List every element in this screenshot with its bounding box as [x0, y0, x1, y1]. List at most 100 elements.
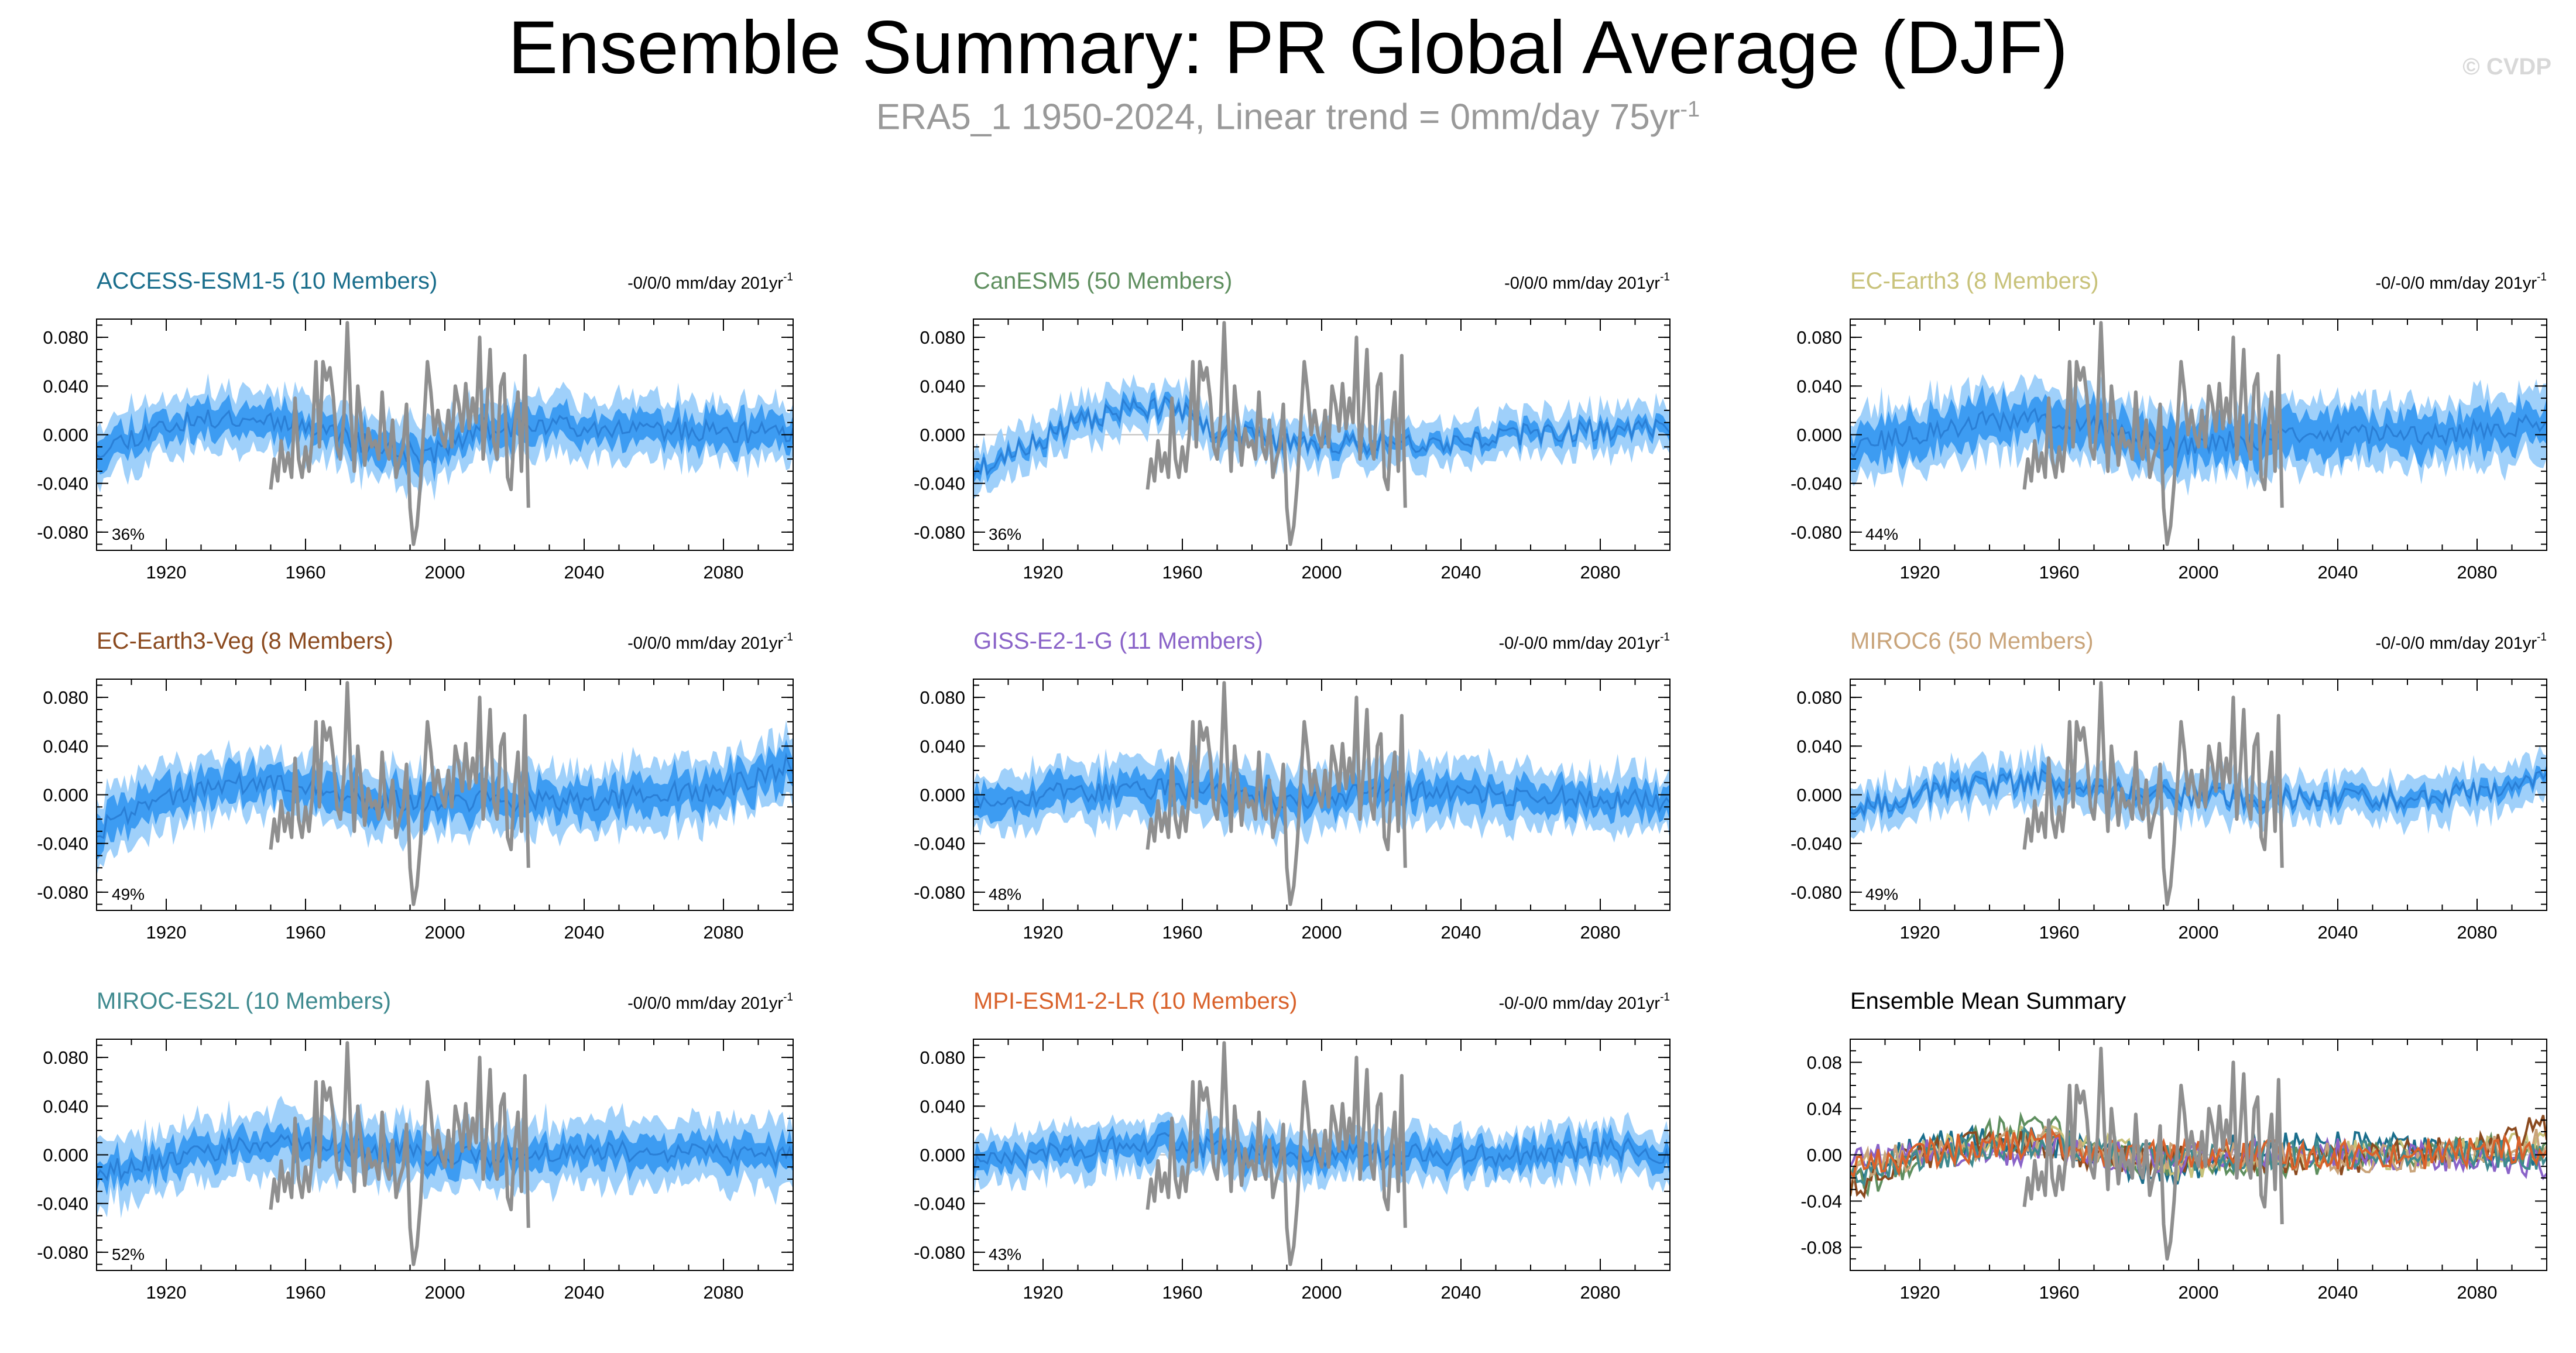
- panel-access-esm1-5-10-members: ACCESS-ESM1-5 (10 Members) -0/0/0 mm/day …: [37, 268, 794, 583]
- x-tick-label: 2040: [2318, 562, 2358, 583]
- y-tick-label: 0.04: [1807, 1099, 1842, 1119]
- observations-line: [269, 1041, 530, 1266]
- x-tick-label: 2080: [704, 1282, 744, 1303]
- panel-title: ACCESS-ESM1-5 (10 Members): [97, 268, 437, 294]
- observations-line: [2022, 681, 2284, 906]
- observations-line: [2022, 1046, 2284, 1261]
- x-tick-label: 1920: [1023, 922, 1064, 943]
- y-tick-label: 0.080: [1796, 327, 1842, 348]
- observations-line: [1145, 1041, 1407, 1266]
- plot-area: [973, 321, 1670, 546]
- trend-label: -0/0/0 mm/day 201yr-1: [1504, 271, 1670, 293]
- y-tick-label: -0.040: [914, 834, 965, 854]
- y-tick-label: 0.080: [920, 687, 965, 708]
- y-tick-label: 0.000: [43, 425, 88, 446]
- y-tick-label: 0.080: [1796, 687, 1842, 708]
- percent-label: 48%: [989, 885, 1021, 903]
- y-tick-label: 0.080: [920, 327, 965, 348]
- trend-exponent: -1: [1660, 271, 1670, 283]
- trend-label: -0/0/0 mm/day 201yr-1: [627, 991, 793, 1013]
- x-tick-label: 2080: [1580, 1282, 1621, 1303]
- x-tick-label: 1920: [146, 922, 187, 943]
- y-tick-label: 0.040: [920, 736, 965, 756]
- trend-exponent: -1: [783, 631, 793, 643]
- x-tick-label: 2000: [1302, 562, 1342, 583]
- x-tick-label: 2040: [2318, 1282, 2358, 1303]
- y-tick-label: -0.080: [1790, 882, 1842, 903]
- panel-miroc6-50-members: MIROC6 (50 Members) -0/-0/0 mm/day 201yr-…: [1790, 628, 2547, 943]
- panel-title: CanESM5 (50 Members): [973, 268, 1232, 294]
- y-tick-label: -0.040: [914, 474, 965, 494]
- trend-text: -0/0/0 mm/day 201yr: [1504, 274, 1660, 293]
- x-tick-label: 1960: [1162, 922, 1203, 943]
- y-tick-label: 0.080: [43, 687, 88, 708]
- x-tick-label: 2000: [2179, 1282, 2219, 1303]
- y-tick-label: 0.040: [1796, 376, 1842, 396]
- figure-title: Ensemble Summary: PR Global Average (DJF…: [507, 6, 2069, 90]
- x-tick-label: 2000: [425, 562, 465, 583]
- x-tick-label: 2080: [704, 562, 744, 583]
- trend-label: -0/0/0 mm/day 201yr-1: [627, 631, 793, 653]
- observations-line: [1145, 321, 1407, 546]
- x-tick-label: 2040: [1441, 1282, 1481, 1303]
- x-tick-label: 1960: [1162, 1282, 1203, 1303]
- x-tick-label: 2080: [2457, 562, 2498, 583]
- y-tick-label: 0.080: [43, 327, 88, 348]
- x-tick-label: 1960: [286, 562, 326, 583]
- y-tick-label: -0.080: [1790, 522, 1842, 543]
- x-tick-label: 2000: [1302, 922, 1342, 943]
- trend-text: -0/0/0 mm/day 201yr: [627, 274, 783, 293]
- x-tick-label: 2040: [2318, 922, 2358, 943]
- panel-title: EC-Earth3 (8 Members): [1850, 268, 2099, 294]
- panel-title: GISS-E2-1-G (11 Members): [973, 628, 1263, 654]
- percent-label: 52%: [112, 1245, 145, 1263]
- y-tick-label: 0.000: [920, 1145, 965, 1166]
- panel-mpi-esm1-2-lr-10-members: MPI-ESM1-2-LR (10 Members) -0/-0/0 mm/day…: [914, 988, 1671, 1303]
- x-tick-label: 2000: [2179, 922, 2219, 943]
- y-tick-label: -0.080: [914, 522, 965, 543]
- x-tick-label: 2080: [2457, 922, 2498, 943]
- y-tick-label: -0.080: [914, 1242, 965, 1263]
- cvdp-watermark: © CVDP: [2462, 54, 2551, 80]
- x-tick-label: 1920: [1023, 1282, 1064, 1303]
- x-tick-label: 2080: [1580, 922, 1621, 943]
- x-tick-label: 2040: [1441, 562, 1481, 583]
- y-tick-label: -0.040: [37, 474, 88, 494]
- y-tick-label: 0.000: [43, 785, 88, 806]
- series-line-mpi-esm1-2-lr: [1850, 1126, 2547, 1180]
- x-tick-label: 1960: [286, 1282, 326, 1303]
- y-tick-label: 0.040: [920, 1096, 965, 1116]
- y-tick-label: 0.040: [920, 376, 965, 396]
- panel-title: MIROC-ES2L (10 Members): [97, 988, 391, 1014]
- x-tick-label: 2000: [2179, 562, 2219, 583]
- plot-area: [97, 1041, 793, 1266]
- x-tick-label: 2000: [425, 1282, 465, 1303]
- plot-area: [1850, 1046, 2547, 1261]
- y-tick-label: 0.080: [43, 1047, 88, 1068]
- observations-line: [269, 681, 530, 906]
- panel-ec-earth3-veg-8-members: EC-Earth3-Veg (8 Members) -0/0/0 mm/day 2…: [37, 628, 794, 943]
- y-tick-label: -0.08: [1800, 1238, 1842, 1258]
- panel-title: EC-Earth3-Veg (8 Members): [97, 628, 393, 654]
- y-tick-label: 0.08: [1807, 1053, 1842, 1073]
- trend-text: -0/0/0 mm/day 201yr: [627, 634, 783, 653]
- x-tick-label: 1960: [286, 922, 326, 943]
- ensemble-inner-band: [973, 759, 1670, 827]
- y-tick-label: -0.040: [37, 834, 88, 854]
- x-tick-label: 1920: [1023, 562, 1064, 583]
- x-tick-label: 2040: [564, 1282, 605, 1303]
- y-tick-label: -0.080: [37, 1242, 88, 1263]
- subtitle-text: ERA5_1 1950-2024, Linear trend = 0mm/day…: [876, 97, 1680, 138]
- panel-title: MIROC6 (50 Members): [1850, 628, 2094, 654]
- y-tick-label: 0.040: [43, 376, 88, 396]
- percent-label: 44%: [1865, 525, 1898, 543]
- panel-ensemble-mean-summary: Ensemble Mean Summary -0.08 -0.04 0.00 0.04 0…: [1800, 988, 2547, 1303]
- plot-area: [1850, 681, 2547, 906]
- y-tick-label: 0.000: [1796, 785, 1842, 806]
- plot-area: [97, 321, 793, 546]
- y-tick-label: 0.000: [920, 425, 965, 446]
- trend-text: -0/-0/0 mm/day 201yr: [1498, 634, 1660, 653]
- observations-line: [1145, 681, 1407, 906]
